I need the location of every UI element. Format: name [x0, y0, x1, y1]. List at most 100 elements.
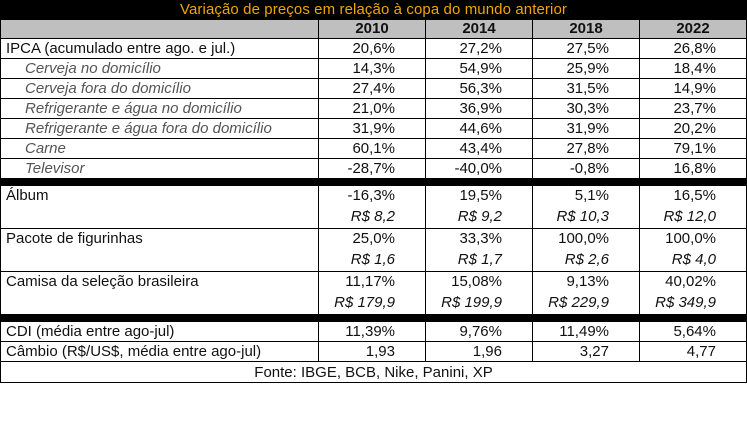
price-value: R$ 199,9	[425, 291, 533, 319]
cell-value: 9,13%	[532, 271, 640, 291]
year-header: 2022	[639, 19, 747, 39]
table-row: Refrigerante e água fora do domicílio 31,…	[0, 118, 747, 139]
cell-value: 16,8%	[639, 158, 747, 183]
cell-value: 27,2%	[425, 38, 533, 59]
cell-value: 27,4%	[318, 78, 426, 99]
cell-value: 31,9%	[318, 118, 426, 139]
cell-value: 1,93	[318, 341, 426, 362]
cell-value: 14,3%	[318, 58, 426, 79]
sub-row-label: Cerveja fora do domicílio	[0, 78, 319, 99]
cell-value: 31,5%	[532, 78, 640, 99]
cell-value: 40,02%	[639, 271, 747, 291]
cell-value: 5,64%	[639, 314, 747, 342]
cell-value: -40,0%	[425, 158, 533, 183]
cell-value: 26,8%	[639, 38, 747, 59]
cell-value: 30,3%	[532, 98, 640, 119]
blank-cell	[0, 291, 319, 319]
row-label: Álbum	[0, 178, 319, 205]
cell-value: 9,76%	[425, 314, 533, 342]
cell-value: 27,5%	[532, 38, 640, 59]
row-label: Câmbio (R$/US$, média entre ago-jul)	[0, 341, 319, 362]
row-label: Camisa da seleção brasileira	[0, 271, 319, 291]
row-label: Pacote de figurinhas	[0, 228, 319, 248]
price-row: R$ 8,2 R$ 9,2 R$ 10,3 R$ 12,0	[0, 205, 747, 229]
table-row: IPCA (acumulado entre ago. e jul.) 20,6%…	[0, 38, 747, 59]
year-header: 2014	[425, 19, 533, 39]
cell-value: 15,08%	[425, 271, 533, 291]
price-value: R$ 4,0	[639, 248, 747, 272]
year-header: 2010	[318, 19, 426, 39]
row-label: CDI (média entre ago-jul)	[0, 314, 319, 342]
cell-value: 11,17%	[318, 271, 426, 291]
cell-value: 25,9%	[532, 58, 640, 79]
blank-cell	[0, 248, 319, 272]
cell-value: 60,1%	[318, 138, 426, 159]
cell-value: 54,9%	[425, 58, 533, 79]
cell-value: 5,1%	[532, 178, 640, 205]
cell-value: 44,6%	[425, 118, 533, 139]
header-blank	[0, 19, 319, 39]
sub-row-label: Cerveja no domicílio	[0, 58, 319, 79]
cell-value: 21,0%	[318, 98, 426, 119]
cell-value: 1,96	[425, 341, 533, 362]
source-row: Fonte: IBGE, BCB, Nike, Panini, XP	[0, 361, 747, 383]
table-row: Cerveja fora do domicílio 27,4% 56,3% 31,5%…	[0, 78, 747, 99]
cell-value: 100,0%	[639, 228, 747, 248]
table-row: Cerveja no domicílio 14,3% 54,9% 25,9% 18,4%	[0, 58, 747, 79]
price-value: R$ 179,9	[318, 291, 426, 319]
sub-row-label: Refrigerante e água no domicílio	[0, 98, 319, 119]
table-row: CDI (média entre ago-jul) 11,39% 9,76% 1…	[0, 314, 747, 342]
price-value: R$ 1,6	[318, 248, 426, 272]
sub-row-label: Carne	[0, 138, 319, 159]
header-row: 2010 2014 2018 2022	[0, 19, 747, 39]
cell-value: -28,7%	[318, 158, 426, 183]
cell-value: 43,4%	[425, 138, 533, 159]
price-value: R$ 2,6	[532, 248, 640, 272]
cell-value: 20,2%	[639, 118, 747, 139]
cell-value: 11,39%	[318, 314, 426, 342]
source-note: Fonte: IBGE, BCB, Nike, Panini, XP	[0, 361, 747, 383]
row-label: IPCA (acumulado entre ago. e jul.)	[0, 38, 319, 59]
price-table: 2010 2014 2018 2022 IPCA (acumulado entr…	[0, 19, 747, 383]
table-row: Pacote de figurinhas 25,0% 33,3% 100,0% …	[0, 228, 747, 248]
cell-value: 56,3%	[425, 78, 533, 99]
sub-row-label: Televisor	[0, 158, 319, 183]
blank-cell	[0, 205, 319, 229]
sub-row-label: Refrigerante e água fora do domicílio	[0, 118, 319, 139]
table-row: Carne 60,1% 43,4% 27,8% 79,1%	[0, 138, 747, 159]
price-value: R$ 12,0	[639, 205, 747, 229]
cell-value: 19,5%	[425, 178, 533, 205]
price-value: R$ 349,9	[639, 291, 747, 319]
table-row: Álbum -16,3% 19,5% 5,1% 16,5%	[0, 178, 747, 205]
cell-value: 14,9%	[639, 78, 747, 99]
cell-value: -16,3%	[318, 178, 426, 205]
price-row: R$ 1,6 R$ 1,7 R$ 2,6 R$ 4,0	[0, 248, 747, 272]
cell-value: 3,27	[532, 341, 640, 362]
price-value: R$ 9,2	[425, 205, 533, 229]
cell-value: 27,8%	[532, 138, 640, 159]
price-value: R$ 229,9	[532, 291, 640, 319]
table-row: Câmbio (R$/US$, média entre ago-jul) 1,9…	[0, 341, 747, 362]
cell-value: 36,9%	[425, 98, 533, 119]
price-value: R$ 10,3	[532, 205, 640, 229]
cell-value: 100,0%	[532, 228, 640, 248]
price-row: R$ 179,9 R$ 199,9 R$ 229,9 R$ 349,9	[0, 291, 747, 319]
year-header: 2018	[532, 19, 640, 39]
cell-value: 20,6%	[318, 38, 426, 59]
cell-value: 25,0%	[318, 228, 426, 248]
cell-value: 11,49%	[532, 314, 640, 342]
cell-value: 79,1%	[639, 138, 747, 159]
table-row: Refrigerante e água no domicílio 21,0% 36,…	[0, 98, 747, 119]
cell-value: 23,7%	[639, 98, 747, 119]
cell-value: 4,77	[639, 341, 747, 362]
price-value: R$ 8,2	[318, 205, 426, 229]
cell-value: 33,3%	[425, 228, 533, 248]
table-row: Camisa da seleção brasileira 11,17% 15,0…	[0, 271, 747, 291]
table-row: Televisor -28,7% -40,0% -0,8% 16,8%	[0, 158, 747, 183]
cell-value: 18,4%	[639, 58, 747, 79]
cell-value: -0,8%	[532, 158, 640, 183]
price-value: R$ 1,7	[425, 248, 533, 272]
table-title: Variação de preços em relação à copa do …	[0, 0, 747, 19]
cell-value: 31,9%	[532, 118, 640, 139]
